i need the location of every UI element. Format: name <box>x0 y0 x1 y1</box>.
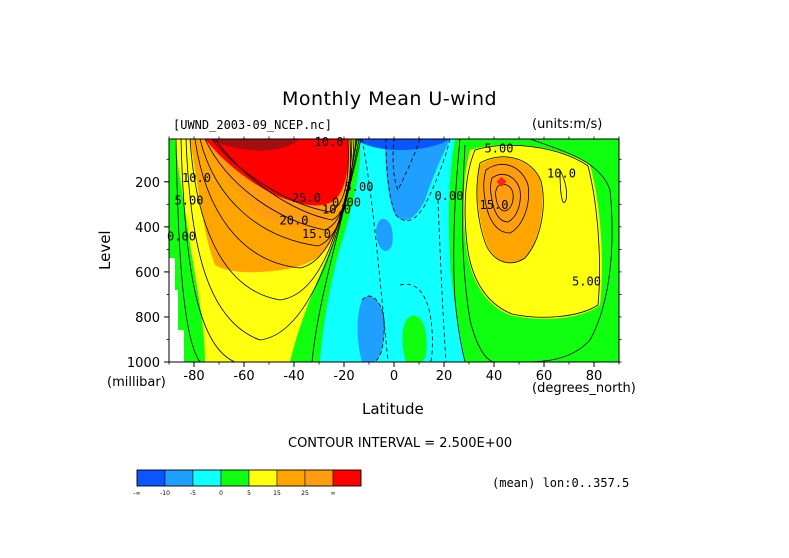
colorbar-label: 5 <box>247 490 251 497</box>
mean-lon-footnote: (mean) lon:0..357.5 <box>492 476 630 490</box>
band-eq-blue-mid <box>376 218 393 252</box>
contour-fill-bands <box>169 139 619 362</box>
contour-label: 15.0 <box>302 227 331 241</box>
colorbar-swatch <box>304 469 334 487</box>
colorbar-swatch <box>332 469 362 487</box>
band-nh-orange-dark <box>484 164 529 232</box>
terrain-mask <box>169 258 184 362</box>
contour-label: 0.00 <box>167 229 196 243</box>
colorbar-swatch <box>136 469 166 487</box>
x-tick-label: 40 <box>486 369 503 384</box>
contour-label: 0.00 <box>332 196 361 210</box>
y-tick-label: 600 <box>135 266 160 281</box>
colorbar: -∞ -10 -5 0 5 15 25 ∞ <box>133 469 362 497</box>
x-tick-label: -40 <box>283 369 304 384</box>
units-label: (units:m/s) <box>532 117 603 132</box>
dataset-label: [UWND_2003-09_NCEP.nc] <box>173 118 332 132</box>
contour-label: 15.0 <box>480 198 509 212</box>
contour-label: 5.00 <box>175 193 204 207</box>
contour-label: 5.00 <box>345 180 374 194</box>
colorbar-swatch <box>248 469 278 487</box>
y-axis-label: Level <box>96 230 114 270</box>
band-eq-blue-top <box>385 139 450 220</box>
contour-label: 10.0 <box>322 202 351 216</box>
y-tick-label: 800 <box>135 311 160 326</box>
x-tick-label: -60 <box>233 369 254 384</box>
colorbar-label: -10 <box>160 490 170 497</box>
colorbar-label: 25 <box>301 490 309 497</box>
contour-label: 0.00 <box>435 189 464 203</box>
extremum-marker <box>496 176 507 187</box>
contour-label: 20.0 <box>280 214 309 228</box>
x-axis-ticks: -80 -60 -40 -20 0 20 40 60 80 <box>168 136 620 384</box>
x-axis-label: Latitude <box>362 400 424 418</box>
x-tick-label: 20 <box>436 369 453 384</box>
colorbar-label: 15 <box>273 490 281 497</box>
colorbar-frame <box>136 469 362 487</box>
colorbar-label: -5 <box>190 490 196 497</box>
contour-label: 10.0 <box>182 171 211 185</box>
y-tick-label: 200 <box>135 176 160 191</box>
y-tick-label: 400 <box>135 221 160 236</box>
contour-labels: 10.05.000.0025.020.015.010.05.000.0010.0… <box>167 135 601 289</box>
band-sh-red <box>205 139 349 206</box>
contour-label: 10.0 <box>547 166 576 180</box>
x-tick-label: 80 <box>586 369 603 384</box>
y-tick-label: 1000 <box>127 356 160 371</box>
y-axis-units: (millibar) <box>107 375 166 390</box>
colorbar-swatch <box>220 469 250 487</box>
contour-label: 10.0 <box>315 135 344 149</box>
colorbar-swatch <box>192 469 222 487</box>
band-eq-green-low <box>402 315 427 362</box>
colorbar-label: ∞ <box>331 490 336 497</box>
contour-label: 5.00 <box>485 142 514 156</box>
contour-label: 25.0 <box>292 191 321 205</box>
chart-title: Monthly Mean U-wind <box>282 88 498 110</box>
x-tick-label: -80 <box>183 369 204 384</box>
x-axis-units: (degrees_north) <box>532 381 636 396</box>
band-eq-blue-low <box>357 296 385 362</box>
band-top-dark-blue <box>355 139 450 150</box>
colorbar-swatch <box>276 469 306 487</box>
x-tick-label: 0 <box>390 369 398 384</box>
y-axis-ticks: 200 400 600 800 1000 <box>127 158 622 371</box>
contour-label: 5.00 <box>572 274 601 288</box>
x-tick-label: -20 <box>333 369 354 384</box>
contour-lines-dashed <box>361 139 451 362</box>
contour-interval-text: CONTOUR INTERVAL = 2.500E+00 <box>288 436 513 451</box>
contour-lines <box>175 139 613 362</box>
colorbar-label: -∞ <box>133 490 140 497</box>
band-sh-green-bottom <box>186 330 200 362</box>
colorbar-swatch <box>164 469 194 487</box>
colorbar-label: 0 <box>219 490 223 497</box>
band-sh-core <box>210 139 300 151</box>
x-tick-label: 60 <box>536 369 553 384</box>
